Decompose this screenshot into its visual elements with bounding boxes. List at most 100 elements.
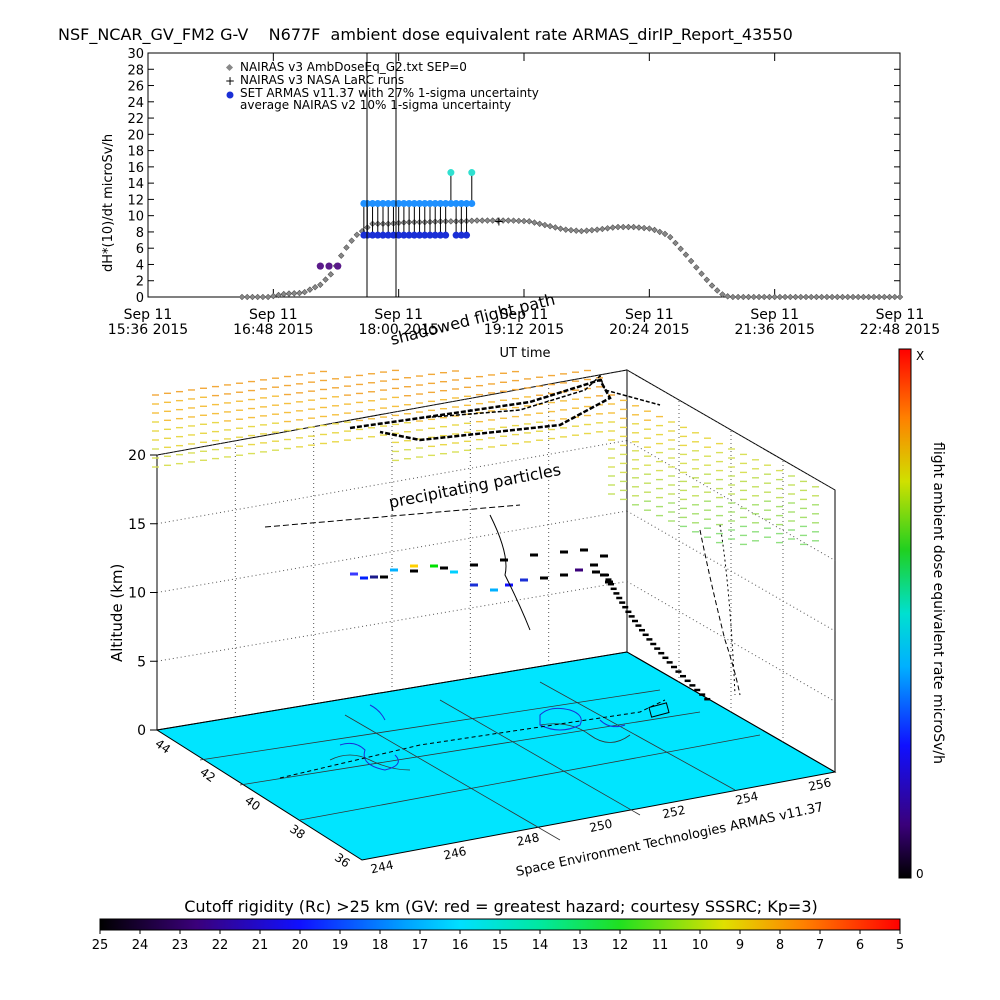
nairas-point [484,217,491,224]
nairas-point [750,293,757,301]
altitude-axis-label: Altitude (km) [108,564,126,662]
larc-point: + [494,214,504,228]
nairas-point [620,223,627,231]
armas-point [379,199,387,207]
z-tick-label: 15 [128,517,146,533]
nairas-point [301,288,308,296]
nairas-point [755,293,763,301]
nairas-point [505,217,512,224]
gridline [156,510,628,593]
y-tick-label: 22 [127,112,144,127]
armas-point [374,199,382,207]
lon-tick-label: 248 [515,830,540,848]
lon-tick-label: 250 [588,817,613,835]
lon-tick-label: 246 [442,844,467,862]
nairas-point [238,293,246,301]
y-tick-label: 26 [127,80,144,95]
nairas-point [761,293,768,301]
nairas-point [870,293,878,301]
legend-label: NAIRAS v3 AmbDoseEq_G2.txt SEP=0 [240,60,467,74]
z-tick-label: 20 [128,448,146,464]
x-tick-label: 20:24 2015 [609,322,689,338]
legend-label: SET ARMAS v11.37 with 27% 1-sigma uncert… [240,86,539,100]
nairas-point [881,293,888,301]
armas-point [436,231,444,239]
nairas-point [473,217,481,224]
nairas-point [687,257,695,265]
armas-point [452,231,460,239]
armas-point [426,231,434,239]
armas-point [374,231,382,239]
armas-point [405,231,413,239]
nairas-point [792,293,799,301]
nairas-point [317,281,324,288]
nairas-point [531,219,538,226]
nairas-point [515,217,522,225]
nairas-point [886,293,893,301]
rc-tick-label: 16 [452,938,469,953]
rc-tick-label: 10 [692,938,709,953]
nairas-point [813,293,820,301]
legend-item-nairas-v3: NAIRAS v3 AmbDoseEq_G2.txt SEP=0 [225,60,467,74]
armas-point [468,169,476,177]
precip-dashed-line [264,504,521,528]
nairas-point [546,223,554,230]
nairas-point [489,217,496,224]
lat-tick-label: 38 [287,822,308,842]
armas-point [421,231,429,239]
rc-tick-label: 22 [212,938,229,953]
nairas-point [259,293,267,301]
gridline [626,581,836,702]
lon-tick-label: 254 [734,789,759,807]
nairas-point [499,217,507,224]
top-series-layer: + [238,169,904,301]
armas-point [452,199,460,207]
legend-label: NAIRAS v3 NASA LaRC runs [240,73,404,87]
rc-tick-label: 7 [816,938,824,953]
nairas-point [520,217,528,225]
nairas-point [855,293,862,301]
nairas-point [734,293,742,301]
rc-tick-label: 11 [652,938,669,953]
map-blue-contours [339,704,626,771]
rc-tick-label: 19 [332,938,349,953]
nairas-point [740,293,747,301]
x-tick-label: Sep 11 [750,307,799,323]
armas-point [405,199,413,207]
lat-tick-label: 40 [242,793,263,813]
x-tick-label: Sep 11 [374,307,423,323]
drop-line [489,514,531,631]
nairas-point [494,217,502,224]
nairas-point [708,282,716,289]
floor-airport-marker [648,702,670,718]
x-tick-label: Sep 11 [625,307,674,323]
y-tick-label: 30 [127,47,144,62]
drop-line [699,529,741,696]
z-tick-label: 0 [137,723,146,739]
nairas-point [614,223,622,231]
rc-tick-label: 17 [412,938,429,953]
rc-tick-label: 13 [572,938,589,953]
y-tick-label: 8 [136,226,144,241]
y-tick-label: 10 [127,210,144,225]
lat-tick-label: 42 [197,765,218,785]
armas-point [431,231,439,239]
nairas-point [270,292,277,300]
x-tick-label: Sep 11 [876,307,925,323]
nairas-point [672,239,679,247]
nairas-point [797,293,804,301]
nairas-point [348,237,355,244]
rc-colorbar-ticks: 25 24 23 22 21 20 19 18 17 16 15 14 13 12 11 10 9 8 7 6 5 [92,930,904,953]
armas-point [395,199,403,207]
blue-dot-icon [226,91,234,99]
nairas-point [338,252,345,259]
nairas-point [306,286,314,293]
drop-line [719,524,736,696]
rc-tick-label: 5 [896,938,904,953]
rc-tick-label: 9 [736,938,744,953]
armas-point [416,231,424,239]
nairas-point [640,224,648,232]
armas-point [457,199,465,207]
x-tick-label: 19:12 2015 [484,322,564,338]
floor-flight-path [279,699,666,779]
